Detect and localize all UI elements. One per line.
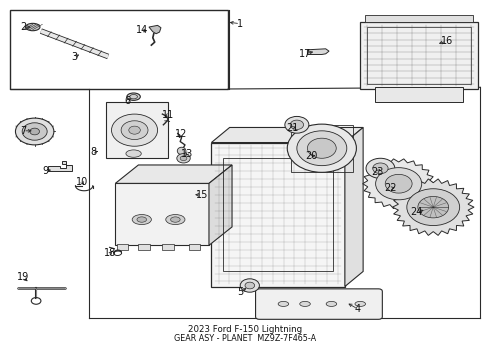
Circle shape xyxy=(307,138,336,158)
Text: 18: 18 xyxy=(104,248,117,258)
Bar xyxy=(291,125,353,172)
Circle shape xyxy=(22,123,47,140)
Circle shape xyxy=(285,116,309,133)
Bar xyxy=(138,244,150,250)
Ellipse shape xyxy=(171,217,180,222)
Text: GEAR ASY - PLANET  MZ9Z-7F465-A: GEAR ASY - PLANET MZ9Z-7F465-A xyxy=(174,334,316,343)
Text: 21: 21 xyxy=(286,123,298,133)
Text: 2023 Ford F-150 Lightning: 2023 Ford F-150 Lightning xyxy=(188,325,302,334)
Text: 17: 17 xyxy=(299,49,311,59)
Polygon shape xyxy=(149,25,161,34)
Ellipse shape xyxy=(25,23,40,31)
Text: 5: 5 xyxy=(237,287,244,297)
Polygon shape xyxy=(209,165,232,245)
Text: 13: 13 xyxy=(181,149,194,159)
Text: 12: 12 xyxy=(175,129,188,139)
Text: 24: 24 xyxy=(411,207,423,217)
Text: 4: 4 xyxy=(355,304,361,314)
Polygon shape xyxy=(211,127,363,143)
Ellipse shape xyxy=(166,215,185,225)
Bar xyxy=(106,102,168,158)
Text: 20: 20 xyxy=(305,151,318,161)
Circle shape xyxy=(16,118,54,145)
Text: 6: 6 xyxy=(124,96,130,106)
Text: 19: 19 xyxy=(17,273,29,283)
Polygon shape xyxy=(307,49,329,54)
Bar xyxy=(368,27,471,84)
Bar xyxy=(360,22,478,89)
Circle shape xyxy=(385,174,412,193)
Circle shape xyxy=(129,126,140,134)
Circle shape xyxy=(366,158,395,178)
Ellipse shape xyxy=(132,215,151,225)
Text: 14: 14 xyxy=(136,26,148,35)
Ellipse shape xyxy=(127,93,140,100)
Polygon shape xyxy=(48,161,72,171)
Text: 23: 23 xyxy=(371,167,383,177)
Polygon shape xyxy=(363,159,435,208)
Bar xyxy=(117,244,128,250)
Circle shape xyxy=(245,282,255,289)
Ellipse shape xyxy=(177,147,186,154)
Circle shape xyxy=(240,279,259,292)
Bar xyxy=(365,15,473,22)
Polygon shape xyxy=(115,165,232,183)
Text: 7: 7 xyxy=(20,126,26,136)
Text: 2: 2 xyxy=(20,22,26,32)
Text: 15: 15 xyxy=(196,190,208,200)
Text: 10: 10 xyxy=(75,177,88,187)
Ellipse shape xyxy=(126,150,141,157)
Bar xyxy=(189,244,200,250)
Polygon shape xyxy=(392,179,474,235)
Circle shape xyxy=(177,154,190,163)
Circle shape xyxy=(418,197,449,218)
Circle shape xyxy=(121,121,148,140)
Bar xyxy=(115,183,209,245)
Bar xyxy=(375,87,464,102)
Bar xyxy=(10,10,228,89)
Circle shape xyxy=(376,168,422,200)
Circle shape xyxy=(287,124,356,172)
Polygon shape xyxy=(345,127,363,287)
Ellipse shape xyxy=(278,301,289,306)
Text: 1: 1 xyxy=(237,19,243,29)
Circle shape xyxy=(290,120,304,130)
Circle shape xyxy=(373,163,388,174)
Text: 22: 22 xyxy=(384,183,396,193)
Circle shape xyxy=(180,156,187,161)
Bar xyxy=(223,158,333,271)
Bar xyxy=(162,244,174,250)
Ellipse shape xyxy=(355,301,366,306)
Bar xyxy=(211,143,345,287)
Text: 8: 8 xyxy=(91,147,97,157)
Text: 16: 16 xyxy=(441,36,453,46)
FancyBboxPatch shape xyxy=(256,289,382,319)
Text: 9: 9 xyxy=(43,166,49,176)
Circle shape xyxy=(407,189,460,226)
Ellipse shape xyxy=(137,217,147,222)
Ellipse shape xyxy=(300,301,310,306)
Text: 3: 3 xyxy=(72,52,77,62)
Text: 11: 11 xyxy=(162,110,174,120)
Circle shape xyxy=(112,114,158,146)
Circle shape xyxy=(30,128,40,135)
Ellipse shape xyxy=(326,301,337,306)
Circle shape xyxy=(297,131,347,166)
